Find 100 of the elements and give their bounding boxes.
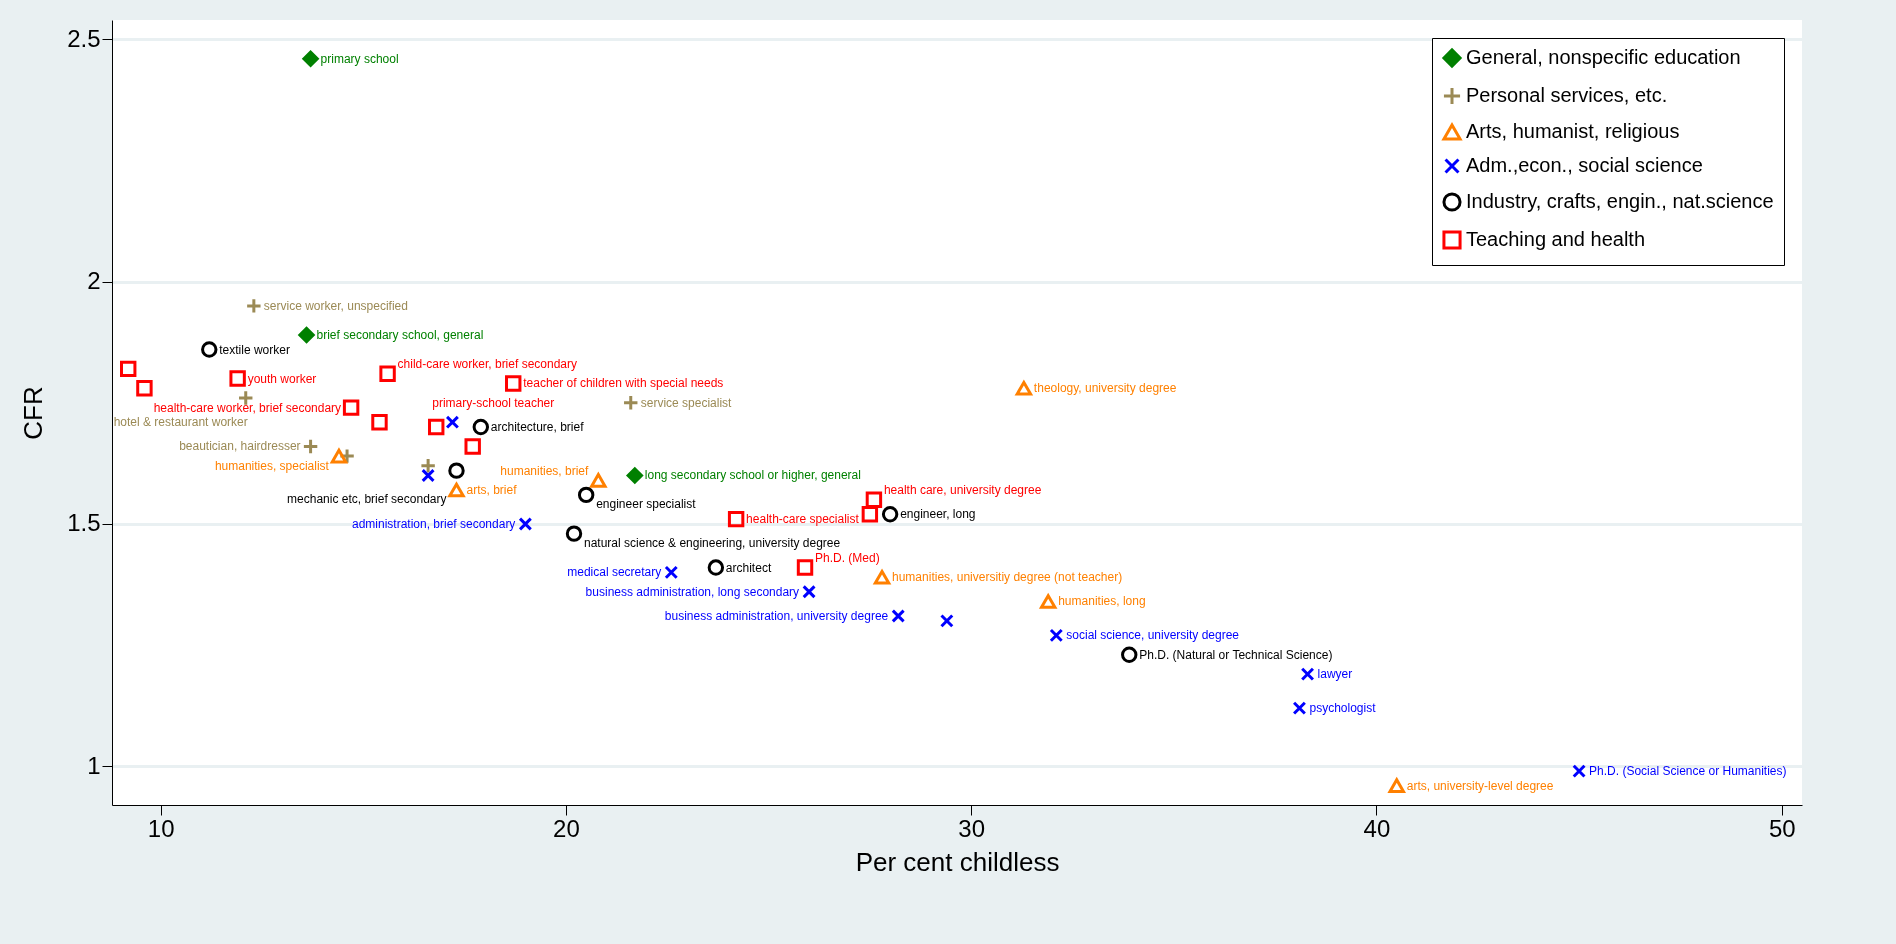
point bbox=[201, 341, 218, 358]
point bbox=[590, 473, 607, 488]
annotation: primary-school teacher bbox=[432, 396, 555, 411]
annotation: medical secretary bbox=[567, 565, 662, 580]
point bbox=[298, 326, 315, 344]
annotation: architect bbox=[725, 560, 772, 575]
point bbox=[940, 614, 954, 628]
annotation: arts, university-level degree bbox=[1406, 778, 1554, 793]
point bbox=[1292, 701, 1307, 715]
point bbox=[1039, 594, 1057, 609]
annotation: textile worker bbox=[219, 342, 290, 357]
point bbox=[873, 569, 891, 585]
legend-label: Teaching and health bbox=[1466, 228, 1646, 250]
annotation: arts, brief bbox=[466, 483, 518, 498]
point bbox=[891, 609, 906, 623]
annotation: youth worker bbox=[247, 371, 317, 386]
annotation: beautician, hairdresser bbox=[179, 439, 301, 454]
point bbox=[505, 375, 522, 392]
point bbox=[371, 413, 388, 431]
y-tick-label: 2 bbox=[87, 267, 101, 295]
annotation: humanities, specialist bbox=[214, 458, 330, 473]
annotation: child-care worker, brief secondary bbox=[397, 357, 578, 372]
legend-label: General, nonspecific education bbox=[1466, 46, 1741, 68]
point bbox=[472, 418, 490, 436]
y-tick-label: 2.5 bbox=[67, 24, 101, 52]
annotation: Ph.D. (Med) bbox=[815, 550, 880, 565]
point bbox=[518, 517, 533, 531]
x-tick-label: 50 bbox=[1768, 814, 1796, 842]
annotation: architecture, brief bbox=[490, 420, 585, 435]
annotation: engineer, long bbox=[900, 507, 976, 522]
legend-label: Industry, crafts, engin., nat.science bbox=[1466, 190, 1774, 212]
annotation: Ph.D. (Natural or Technical Science) bbox=[1139, 647, 1333, 662]
point bbox=[302, 50, 319, 67]
point bbox=[421, 468, 435, 483]
point bbox=[419, 457, 437, 475]
point bbox=[229, 370, 246, 387]
point bbox=[881, 506, 899, 523]
annotation: brief secondary school, general bbox=[316, 327, 484, 342]
legend-label: Adm.,econ., social science bbox=[1466, 154, 1703, 176]
x-tick-label: 30 bbox=[958, 814, 986, 842]
point bbox=[664, 565, 679, 580]
annotation: social science, university degree bbox=[1066, 628, 1240, 643]
annotation: primary school bbox=[320, 51, 399, 66]
annotation: humanities, brief bbox=[500, 463, 589, 478]
annotation: administration, brief secondary bbox=[351, 516, 516, 531]
annotation: engineer specialist bbox=[596, 497, 697, 512]
point bbox=[330, 448, 348, 464]
annotation: health-care specialist bbox=[746, 512, 860, 527]
point bbox=[861, 506, 879, 523]
annotation: service worker, unspecified bbox=[263, 298, 408, 313]
point bbox=[577, 486, 595, 504]
annotation: health care, university degree bbox=[883, 483, 1042, 498]
annotation: theology, university degree bbox=[1033, 381, 1177, 396]
point bbox=[245, 297, 263, 315]
legend-label: Arts, humanist, religious bbox=[1466, 120, 1680, 142]
point bbox=[565, 525, 583, 542]
annotation: Ph.D. (Social Science or Humanities) bbox=[1589, 764, 1787, 779]
point bbox=[626, 467, 644, 484]
annotation: health-care worker, brief secondary bbox=[153, 400, 342, 415]
annotation: humanities, long bbox=[1058, 594, 1146, 609]
annotation: natural science & engineering, university degree bbox=[584, 536, 841, 551]
x-axis-title: Per cent childless bbox=[855, 846, 1060, 877]
point bbox=[379, 365, 396, 382]
point bbox=[464, 438, 481, 455]
y-tick-label: 1.5 bbox=[67, 509, 101, 537]
point bbox=[1121, 646, 1138, 663]
annotation: psychologist bbox=[1309, 701, 1377, 716]
annotation: mechanic etc, brief secondary bbox=[287, 492, 447, 507]
annotation: lawyer bbox=[1317, 667, 1353, 682]
annotation: long secondary school or higher, general bbox=[644, 468, 861, 483]
legend-label: Personal services, etc. bbox=[1466, 84, 1668, 106]
point bbox=[120, 360, 137, 378]
annotation: business administration, university degree bbox=[664, 609, 889, 624]
annotation: hotel & restaurant worker bbox=[113, 414, 248, 429]
point bbox=[1572, 764, 1586, 778]
point bbox=[445, 415, 460, 430]
point bbox=[1049, 628, 1064, 643]
x-tick-label: 40 bbox=[1363, 814, 1391, 842]
x-tick-label: 10 bbox=[147, 814, 175, 842]
point bbox=[707, 559, 725, 576]
point bbox=[342, 399, 360, 416]
point bbox=[622, 394, 639, 412]
point bbox=[136, 380, 153, 397]
annotation: business administration, long secondary bbox=[585, 584, 800, 599]
y-tick-label: 1 bbox=[87, 751, 101, 779]
point bbox=[727, 510, 745, 528]
point bbox=[802, 584, 816, 599]
point bbox=[448, 462, 465, 479]
y-axis-title: CFR bbox=[18, 386, 49, 440]
point bbox=[428, 418, 445, 436]
annotation: teacher of children with special needs bbox=[523, 376, 724, 391]
x-tick-label: 20 bbox=[553, 814, 580, 842]
point bbox=[302, 438, 319, 455]
point bbox=[1388, 778, 1405, 793]
point bbox=[1300, 667, 1315, 682]
point bbox=[338, 447, 356, 465]
point bbox=[448, 482, 465, 498]
annotation: humanities, universitiy degree (not teacher) bbox=[892, 570, 1123, 585]
point bbox=[865, 491, 883, 508]
point bbox=[1015, 380, 1033, 396]
